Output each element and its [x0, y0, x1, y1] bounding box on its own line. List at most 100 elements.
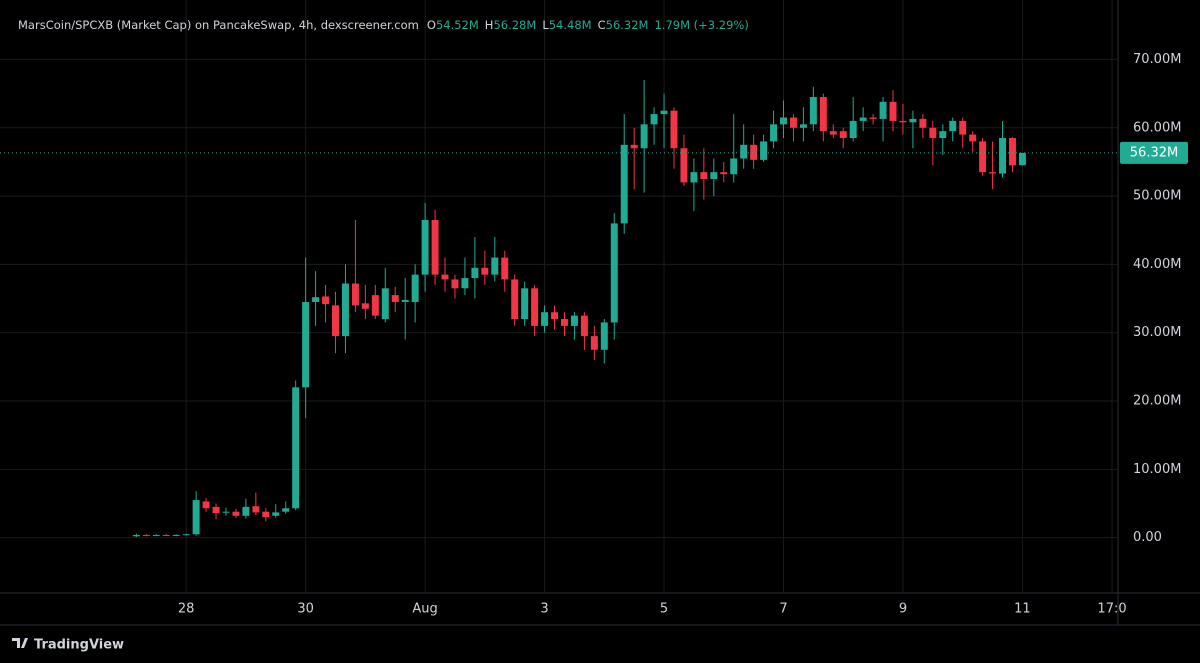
candle-body — [869, 117, 877, 119]
candle-body — [570, 315, 578, 326]
candle-body — [660, 110, 668, 115]
candle-body — [521, 288, 529, 320]
x-tick-label: 11 — [1014, 602, 1031, 617]
legend-change: 1.79M (+3.29%) — [654, 18, 748, 32]
x-tick-label: 5 — [660, 602, 668, 617]
candle-body — [829, 131, 837, 135]
candle-body — [302, 301, 310, 388]
candle-body — [690, 172, 698, 183]
candle-body — [282, 508, 290, 512]
candle-body — [192, 500, 200, 535]
candle-body — [650, 114, 658, 125]
candle-body — [730, 158, 738, 175]
candle-body — [152, 534, 160, 536]
legend-key: O — [427, 18, 436, 32]
legend-value: 54.52M — [436, 18, 479, 32]
chart-title: MarsCoin/SPCXB (Market Cap) on PancakeSw… — [18, 18, 419, 32]
candle-body — [799, 124, 807, 128]
candle-body — [351, 283, 359, 306]
candle-body — [242, 506, 250, 516]
candle-body — [780, 117, 787, 125]
candle-body — [1018, 152, 1026, 166]
candle-body — [162, 534, 170, 536]
candle-body — [421, 219, 429, 275]
candle-body — [481, 267, 489, 275]
candle-body — [501, 257, 509, 280]
legend-value: 56.32M — [606, 18, 649, 32]
x-tick-label: 17:0 — [1097, 602, 1126, 617]
candle-body — [292, 387, 300, 509]
candle-body — [511, 279, 519, 320]
candle-body — [391, 295, 399, 302]
candle-body — [142, 534, 150, 536]
last-price-label: 56.32M — [1130, 145, 1178, 160]
candle-body — [710, 172, 718, 179]
candle-body — [929, 127, 937, 139]
candle-body — [999, 138, 1007, 174]
y-tick-label: 10.00M — [1133, 462, 1181, 477]
candle-body — [541, 312, 549, 326]
candle-body — [551, 312, 559, 320]
candle-body — [949, 120, 957, 132]
candle-body — [969, 134, 977, 142]
y-tick-label: 50.00M — [1133, 189, 1181, 204]
brand: TradingView — [34, 638, 124, 653]
candle-body — [680, 148, 688, 183]
candle-body — [531, 288, 539, 326]
candle-body — [580, 315, 588, 337]
candle-body — [789, 117, 797, 128]
legend-key: C — [598, 18, 606, 32]
candle-body — [461, 278, 469, 289]
candle-body — [322, 296, 330, 305]
tradingview-logo — [12, 638, 28, 648]
candle-body — [272, 512, 280, 516]
candle-body — [222, 511, 230, 513]
legend-value: 56.28M — [493, 18, 536, 32]
y-tick-label: 30.00M — [1133, 325, 1181, 340]
candle-body — [312, 297, 320, 302]
candle-body — [212, 506, 220, 514]
candle-body — [252, 506, 260, 513]
candle-body — [839, 131, 847, 139]
candle-body — [879, 101, 887, 119]
candle-body — [361, 303, 369, 309]
candle-body — [182, 534, 190, 536]
candle-body — [371, 295, 379, 316]
x-tick-label: 9 — [899, 602, 907, 617]
y-tick-label: 40.00M — [1133, 257, 1181, 272]
candle-body — [491, 257, 499, 275]
y-tick-label: 20.00M — [1133, 394, 1181, 409]
last-price-tag — [1120, 141, 1188, 164]
x-tick-label: 28 — [178, 602, 195, 617]
y-tick-label: 70.00M — [1133, 52, 1181, 67]
candle-body — [232, 511, 240, 516]
candle-body — [959, 120, 967, 135]
candle-body — [809, 97, 817, 125]
candle-body — [819, 97, 827, 132]
header: MarsCoin/SPCXB (Market Cap) on PancakeSw… — [18, 18, 749, 32]
candle-body — [979, 141, 987, 173]
candle-body — [411, 274, 419, 302]
candle-body — [770, 124, 778, 142]
candle-body — [560, 319, 568, 326]
candle-body — [262, 511, 270, 518]
x-tick-label: 7 — [779, 602, 787, 617]
candle-body — [670, 110, 678, 149]
y-tick-label: 0.00 — [1133, 530, 1162, 545]
candle-body — [332, 305, 339, 337]
candle-body — [132, 534, 140, 537]
candle-body — [919, 118, 927, 128]
candle-body — [939, 131, 947, 139]
candle-body — [700, 172, 708, 179]
x-tick-label: Aug — [412, 602, 437, 617]
candle-body — [989, 172, 997, 174]
candle-body — [849, 120, 857, 139]
candle-body — [889, 101, 897, 121]
legend-value: 54.48M — [549, 18, 592, 32]
y-tick-label: 60.00M — [1133, 120, 1181, 135]
candle-body — [471, 267, 479, 279]
candle-body — [610, 223, 618, 323]
candle-body — [431, 219, 439, 275]
